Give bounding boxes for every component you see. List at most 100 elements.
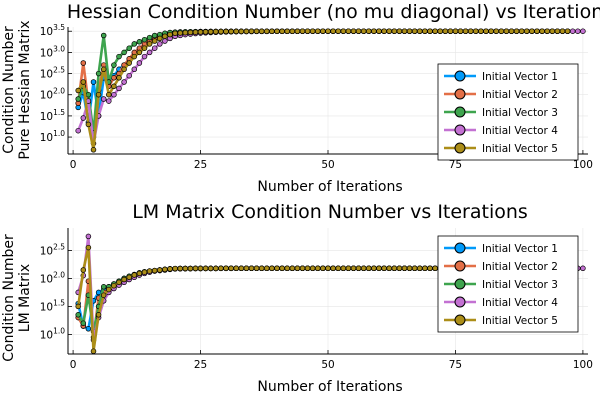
y-tick-label: 102.5 — [40, 242, 66, 257]
data-point — [524, 28, 530, 34]
data-point — [350, 28, 357, 34]
data-point — [162, 266, 168, 273]
data-point — [126, 60, 132, 66]
data-point — [131, 41, 138, 47]
data-point — [381, 265, 387, 272]
y-tick-label: 103.0 — [40, 44, 66, 59]
data-point — [299, 265, 306, 272]
data-point — [90, 147, 97, 153]
data-point — [335, 28, 341, 34]
y-tick-label: 101.0 — [40, 129, 66, 144]
data-point — [136, 270, 143, 277]
y-tick-label: 102.0 — [40, 270, 66, 285]
x-tick-label: 50 — [321, 159, 334, 171]
data-point — [182, 29, 189, 36]
data-point — [121, 49, 127, 56]
data-point — [401, 28, 408, 34]
data-point — [554, 28, 561, 34]
data-point — [580, 265, 586, 272]
data-point — [432, 265, 438, 272]
x-tick-label: 0 — [70, 159, 77, 171]
data-point — [95, 70, 102, 77]
panel-2-ylabel-line-2: LM Matrix — [17, 264, 33, 332]
data-point — [253, 265, 260, 272]
data-point — [580, 28, 586, 34]
data-point — [488, 28, 494, 34]
data-point — [100, 66, 107, 73]
data-point — [85, 121, 92, 128]
data-point — [422, 265, 428, 272]
legend-label: Initial Vector 2 — [482, 261, 558, 273]
data-point — [258, 265, 265, 272]
data-point — [141, 269, 148, 275]
data-point — [223, 28, 229, 35]
data-point — [569, 28, 576, 34]
data-point — [447, 28, 454, 34]
data-point — [279, 28, 285, 35]
data-point — [126, 45, 132, 51]
data-point — [80, 115, 87, 121]
data-point — [575, 28, 581, 34]
data-point — [136, 39, 143, 45]
data-point — [238, 28, 245, 35]
data-point — [116, 279, 122, 286]
data-point — [146, 41, 153, 47]
data-point — [228, 28, 234, 35]
data-point — [157, 267, 163, 273]
data-point — [320, 28, 326, 34]
data-point — [386, 28, 392, 34]
data-point — [544, 28, 550, 34]
data-point — [213, 28, 219, 35]
data-point — [90, 79, 97, 85]
data-point — [478, 28, 484, 34]
data-point — [80, 320, 87, 326]
data-point — [248, 265, 255, 272]
data-point — [172, 30, 178, 37]
data-point — [340, 265, 347, 272]
data-point — [192, 29, 199, 35]
legend-marker — [454, 260, 466, 272]
data-point — [493, 28, 499, 34]
data-point — [417, 28, 423, 34]
y-tick-label: 102.5 — [40, 66, 66, 81]
panel-1-ylabel-line-2: Pure Hessian Matrix — [17, 20, 33, 159]
data-point — [315, 265, 321, 272]
data-point — [75, 312, 81, 318]
data-point — [396, 28, 403, 34]
panel-1: Hessian Condition Number (no mu diagonal… — [1, 1, 600, 195]
data-point — [131, 66, 138, 73]
data-point — [157, 41, 163, 47]
data-point — [187, 29, 194, 36]
data-point — [136, 60, 143, 66]
data-point — [248, 28, 255, 35]
legend-label: Initial Vector 5 — [482, 143, 558, 155]
y-tick-label: 103.5 — [40, 23, 66, 38]
data-point — [121, 79, 127, 85]
data-point — [258, 28, 265, 35]
data-point — [289, 28, 296, 35]
data-point — [207, 29, 214, 35]
data-point — [442, 28, 449, 34]
data-point — [172, 265, 178, 272]
data-point — [218, 265, 224, 272]
legend-marker — [454, 296, 466, 308]
legend-marker — [454, 242, 466, 254]
data-point — [559, 28, 566, 34]
data-point — [116, 85, 122, 92]
data-point — [85, 244, 92, 251]
data-point — [417, 265, 423, 272]
data-point — [85, 326, 92, 332]
data-point — [355, 265, 362, 272]
data-point — [75, 127, 81, 134]
data-point — [325, 28, 331, 34]
x-tick-label: 50 — [321, 359, 334, 371]
data-point — [376, 265, 382, 272]
data-point — [360, 28, 367, 34]
data-point — [513, 28, 520, 34]
panel-1-ylabel-line-1: Condition Number — [1, 26, 17, 154]
data-point — [534, 28, 540, 34]
data-point — [95, 312, 102, 318]
data-point — [508, 28, 515, 34]
data-point — [131, 53, 138, 60]
